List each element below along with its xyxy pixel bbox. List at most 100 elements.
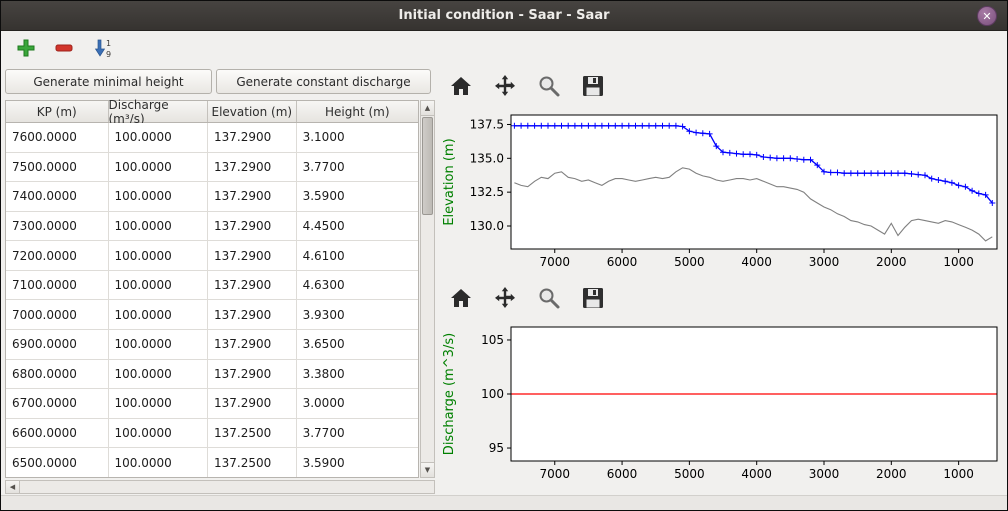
table-row[interactable]: 6700.0000 100.0000 137.2900 3.0000 xyxy=(6,389,418,419)
table-cell-kp[interactable]: 6900.0000 xyxy=(6,330,109,359)
table-row[interactable]: 6600.0000 100.0000 137.2500 3.7700 xyxy=(6,419,418,449)
table-cell-kp[interactable]: 6600.0000 xyxy=(6,419,109,448)
table-cell-elevation[interactable]: 137.2900 xyxy=(208,153,297,182)
table-row[interactable]: 7400.0000 100.0000 137.2900 3.5900 xyxy=(6,182,418,212)
generate-minimal-height-button[interactable]: Generate minimal height xyxy=(5,69,212,94)
table-cell-discharge[interactable]: 100.0000 xyxy=(109,271,209,300)
table-cell-elevation[interactable]: 137.2900 xyxy=(208,241,297,270)
elevation-chart[interactable]: 7000600050004000300020001000130.0132.513… xyxy=(439,107,1005,279)
table-row[interactable]: 7500.0000 100.0000 137.2900 3.7700 xyxy=(6,153,418,183)
table-cell-height[interactable]: 3.7700 xyxy=(297,419,418,448)
table-cell-height[interactable]: 4.6300 xyxy=(297,271,418,300)
discharge-chart[interactable]: 700060005000400030002000100095100105Disc… xyxy=(439,319,1005,491)
table-cell-kp[interactable]: 6700.0000 xyxy=(6,389,109,418)
vertical-scrollbar-thumb[interactable] xyxy=(422,117,433,215)
table-cell-elevation[interactable]: 137.2900 xyxy=(208,212,297,241)
table-cell-discharge[interactable]: 100.0000 xyxy=(109,330,209,359)
table-cell-kp[interactable]: 7600.0000 xyxy=(6,123,109,152)
table-cell-height[interactable]: 4.6100 xyxy=(297,241,418,270)
home-icon xyxy=(448,285,474,311)
svg-text:132.5: 132.5 xyxy=(470,185,504,199)
table-cell-height[interactable]: 3.9300 xyxy=(297,300,418,329)
table-cell-height[interactable]: 3.3800 xyxy=(297,360,418,389)
table-cell-elevation[interactable]: 137.2500 xyxy=(208,419,297,448)
table-cell-elevation[interactable]: 137.2900 xyxy=(208,182,297,211)
column-header[interactable]: Discharge (m³/s) xyxy=(109,101,209,122)
table-row[interactable]: 7100.0000 100.0000 137.2900 4.6300 xyxy=(6,271,418,301)
table-row[interactable]: 7000.0000 100.0000 137.2900 3.9300 xyxy=(6,300,418,330)
table-cell-kp[interactable]: 7200.0000 xyxy=(6,241,109,270)
discharge-save-button[interactable] xyxy=(579,284,607,312)
table-cell-discharge[interactable]: 100.0000 xyxy=(109,241,209,270)
column-header[interactable]: Elevation (m) xyxy=(208,101,297,122)
generate-constant-discharge-button[interactable]: Generate constant discharge xyxy=(216,69,431,94)
table-cell-discharge[interactable]: 100.0000 xyxy=(109,448,209,477)
table-cell-elevation[interactable]: 137.2900 xyxy=(208,300,297,329)
vertical-scrollbar[interactable]: ▲ ▼ xyxy=(420,100,435,478)
table-cell-discharge[interactable]: 100.0000 xyxy=(109,153,209,182)
table-cell-kp[interactable]: 6800.0000 xyxy=(6,360,109,389)
table-cell-elevation[interactable]: 137.2900 xyxy=(208,389,297,418)
column-header[interactable]: KP (m) xyxy=(6,101,109,122)
pan-move-icon xyxy=(492,73,518,99)
table-row[interactable]: 6500.0000 100.0000 137.2500 3.5900 xyxy=(6,448,418,478)
table-cell-elevation[interactable]: 137.2900 xyxy=(208,360,297,389)
table-cell-elevation[interactable]: 137.2900 xyxy=(208,123,297,152)
table-cell-discharge[interactable]: 100.0000 xyxy=(109,212,209,241)
elevation-home-button[interactable] xyxy=(447,72,475,100)
discharge-pan-button[interactable] xyxy=(491,284,519,312)
table-cell-discharge[interactable]: 100.0000 xyxy=(109,389,209,418)
home-icon xyxy=(448,73,474,99)
table-cell-kp[interactable]: 7500.0000 xyxy=(6,153,109,182)
svg-text:2000: 2000 xyxy=(876,255,907,269)
sort-button[interactable]: 1 9 xyxy=(89,35,115,61)
elevation-plot-toolbar xyxy=(447,71,607,101)
table-cell-elevation[interactable]: 137.2900 xyxy=(208,330,297,359)
table-cell-kp[interactable]: 7300.0000 xyxy=(6,212,109,241)
column-header[interactable]: Height (m) xyxy=(297,101,418,122)
table-cell-height[interactable]: 3.5900 xyxy=(297,448,418,477)
add-icon xyxy=(15,37,37,59)
title-bar[interactable]: Initial condition - Saar - Saar ✕ xyxy=(1,1,1007,31)
table-row[interactable]: 7300.0000 100.0000 137.2900 4.4500 xyxy=(6,212,418,242)
close-button[interactable]: ✕ xyxy=(977,6,997,26)
table-cell-height[interactable]: 3.6500 xyxy=(297,330,418,359)
table-row[interactable]: 7200.0000 100.0000 137.2900 4.6100 xyxy=(6,241,418,271)
elevation-save-button[interactable] xyxy=(579,72,607,100)
table-cell-elevation[interactable]: 137.2500 xyxy=(208,448,297,477)
table-cell-kp[interactable]: 7100.0000 xyxy=(6,271,109,300)
table-cell-height[interactable]: 3.1000 xyxy=(297,123,418,152)
scroll-down-button[interactable]: ▼ xyxy=(421,462,434,477)
table-cell-height[interactable]: 3.5900 xyxy=(297,182,418,211)
table-cell-kp[interactable]: 7400.0000 xyxy=(6,182,109,211)
discharge-zoom-button[interactable] xyxy=(535,284,563,312)
horizontal-scrollbar[interactable]: ◀ xyxy=(5,480,435,494)
table-cell-height[interactable]: 3.0000 xyxy=(297,389,418,418)
table-cell-discharge[interactable]: 100.0000 xyxy=(109,123,209,152)
svg-text:5000: 5000 xyxy=(674,255,705,269)
table-cell-discharge[interactable]: 100.0000 xyxy=(109,300,209,329)
discharge-home-button[interactable] xyxy=(447,284,475,312)
remove-row-button[interactable] xyxy=(51,35,77,61)
table-cell-height[interactable]: 4.4500 xyxy=(297,212,418,241)
remove-icon xyxy=(53,37,75,59)
elevation-pan-button[interactable] xyxy=(491,72,519,100)
table-cell-discharge[interactable]: 100.0000 xyxy=(109,182,209,211)
elevation-zoom-button[interactable] xyxy=(535,72,563,100)
table-row[interactable]: 7600.0000 100.0000 137.2900 3.1000 xyxy=(6,123,418,153)
scroll-left-button[interactable]: ◀ xyxy=(6,481,20,493)
add-row-button[interactable] xyxy=(13,35,39,61)
table-cell-kp[interactable]: 7000.0000 xyxy=(6,300,109,329)
svg-text:130.0: 130.0 xyxy=(470,219,504,233)
table-row[interactable]: 6800.0000 100.0000 137.2900 3.3800 xyxy=(6,360,418,390)
table-cell-discharge[interactable]: 100.0000 xyxy=(109,360,209,389)
svg-text:1000: 1000 xyxy=(943,255,974,269)
table-cell-kp[interactable]: 6500.0000 xyxy=(6,448,109,477)
table-row[interactable]: 6900.0000 100.0000 137.2900 3.6500 xyxy=(6,330,418,360)
table-cell-elevation[interactable]: 137.2900 xyxy=(208,271,297,300)
scroll-up-button[interactable]: ▲ xyxy=(421,101,434,116)
table-cell-discharge[interactable]: 100.0000 xyxy=(109,419,209,448)
window-title: Initial condition - Saar - Saar xyxy=(398,8,609,23)
table-cell-height[interactable]: 3.7700 xyxy=(297,153,418,182)
save-floppy-icon xyxy=(580,73,606,99)
